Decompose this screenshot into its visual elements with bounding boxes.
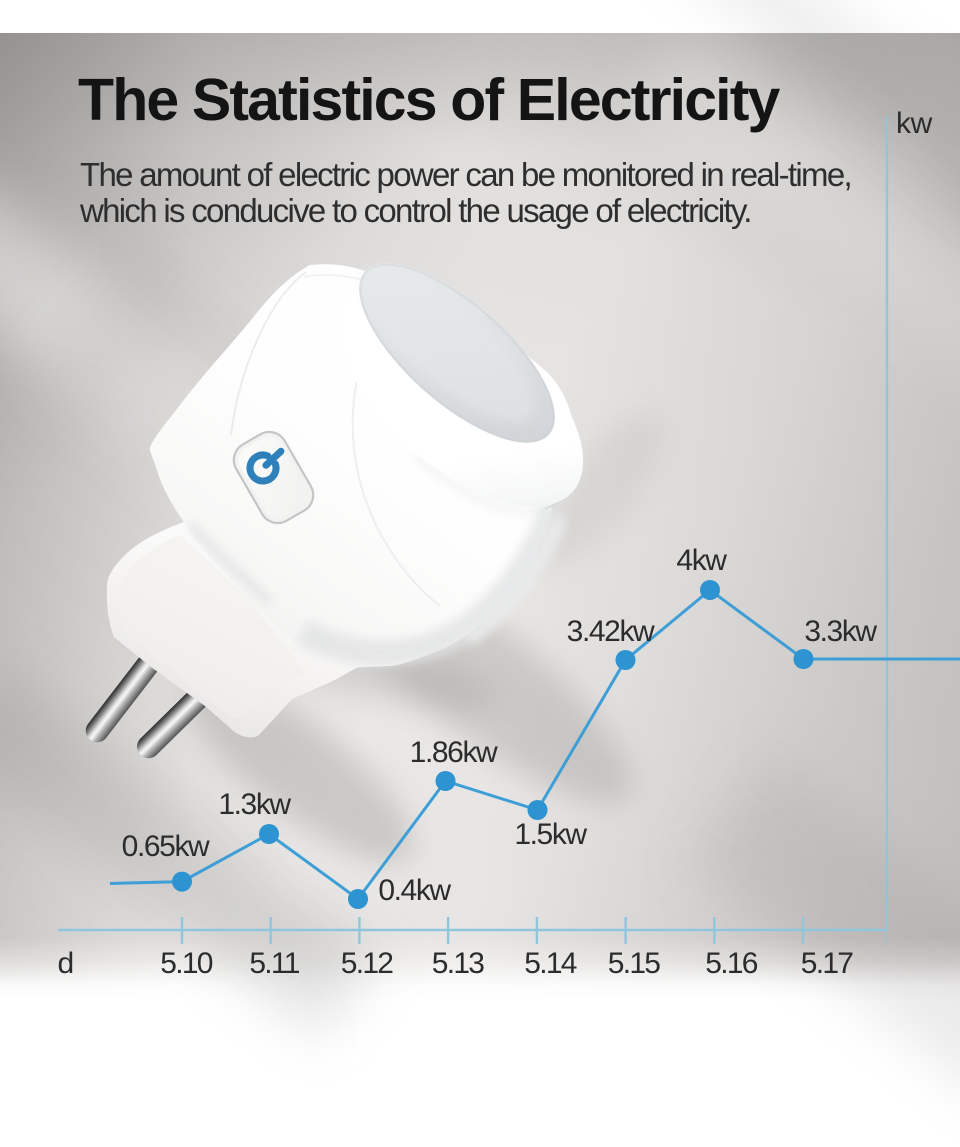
svg-text:5.13: 5.13 — [432, 947, 485, 980]
svg-text:1.5kw: 1.5kw — [514, 818, 587, 851]
svg-text:5.11: 5.11 — [249, 947, 299, 980]
svg-text:5.15: 5.15 — [608, 947, 661, 980]
svg-text:3.3kw: 3.3kw — [804, 615, 877, 648]
svg-text:5.12: 5.12 — [341, 947, 394, 980]
svg-text:1.86kw: 1.86kw — [410, 736, 498, 769]
svg-text:4kw: 4kw — [676, 544, 727, 577]
svg-text:5.16: 5.16 — [705, 947, 758, 980]
svg-text:5.17: 5.17 — [801, 947, 854, 980]
svg-text:d: d — [58, 947, 73, 980]
svg-text:kw: kw — [896, 107, 933, 140]
svg-text:0.4kw: 0.4kw — [378, 874, 451, 907]
svg-text:1.3kw: 1.3kw — [218, 788, 291, 821]
svg-text:5.14: 5.14 — [524, 947, 577, 980]
svg-text:3.42kw: 3.42kw — [567, 615, 655, 648]
svg-text:0.65kw: 0.65kw — [122, 830, 210, 863]
svg-text:5.10: 5.10 — [160, 947, 213, 980]
